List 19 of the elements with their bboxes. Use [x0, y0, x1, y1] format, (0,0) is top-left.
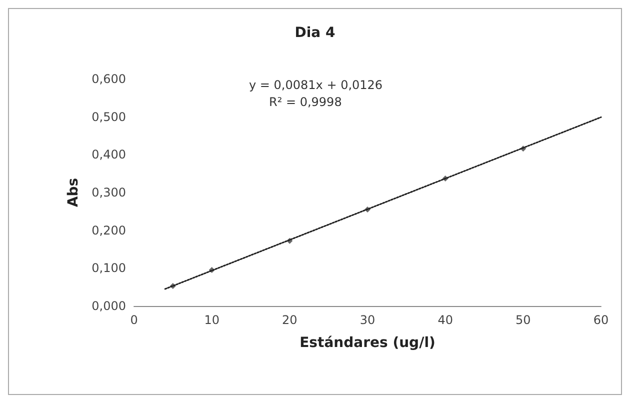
x-tick-label: 40 [438, 313, 453, 327]
y-tick-label: 0,500 [92, 110, 126, 124]
chart-title: Dia 4 [294, 25, 336, 41]
y-tick-label: 0,000 [92, 299, 126, 313]
y-tick-label: 0,400 [92, 148, 126, 162]
x-tick-label: 20 [282, 313, 298, 327]
x-tick-label: 30 [360, 313, 376, 327]
annotation: R² = 0,9998 [268, 95, 342, 109]
y-tick-label: 0,600 [92, 72, 126, 86]
x-tick-label: 60 [593, 313, 609, 327]
y-axis-title: Abs [66, 178, 82, 208]
x-tick-label: 0 [130, 313, 138, 327]
annotation: y = 0,0081x + 0,0126 [249, 78, 383, 92]
y-tick-label: 0,200 [92, 223, 126, 238]
x-tick-label: 10 [204, 313, 220, 327]
y-tick-label: 0,300 [92, 186, 126, 200]
x-axis-title: Estándares (ug/l) [300, 335, 436, 351]
x-tick-label: 50 [516, 313, 531, 327]
y-tick-label: 0,100 [92, 261, 126, 276]
